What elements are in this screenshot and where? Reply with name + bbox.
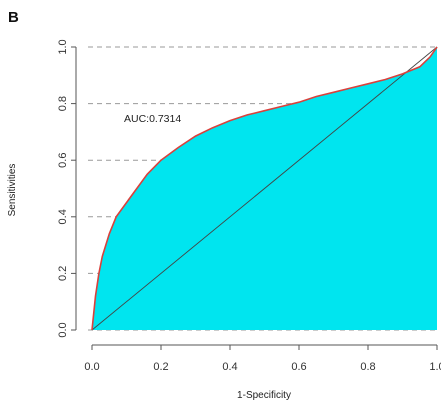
y-axis-title: Sensitivities: [7, 164, 18, 217]
y-axis: 0.0 0.2 0.4 0.6 0.8 1.0: [57, 39, 77, 338]
diagonal-reference-line: [91, 46, 438, 331]
y-tick-label: 0.6: [57, 153, 69, 168]
x-axis-title: 1-Specificity: [237, 390, 291, 401]
x-tick-label: 0.4: [222, 361, 237, 373]
x-tick-label: 0.8: [360, 361, 375, 373]
y-tick-label: 0.4: [57, 209, 69, 224]
roc-curve: [91, 46, 438, 331]
x-tick-label: 1.0: [429, 361, 441, 373]
x-tick-label: 0.6: [291, 361, 306, 373]
y-tick-label: 0.0: [57, 322, 69, 337]
y-tick-label: 0.2: [57, 266, 69, 281]
panel-label: B: [8, 9, 19, 26]
x-tick-label: 0.2: [153, 361, 168, 373]
auc-annotation: AUC:0.7314: [124, 113, 181, 125]
y-tick-label: 1.0: [57, 39, 69, 54]
y-tick-label: 0.8: [57, 96, 69, 111]
x-tick-label: 0.0: [84, 361, 99, 373]
x-axis: 0.0 0.2 0.4 0.6 0.8 1.0: [84, 344, 441, 373]
